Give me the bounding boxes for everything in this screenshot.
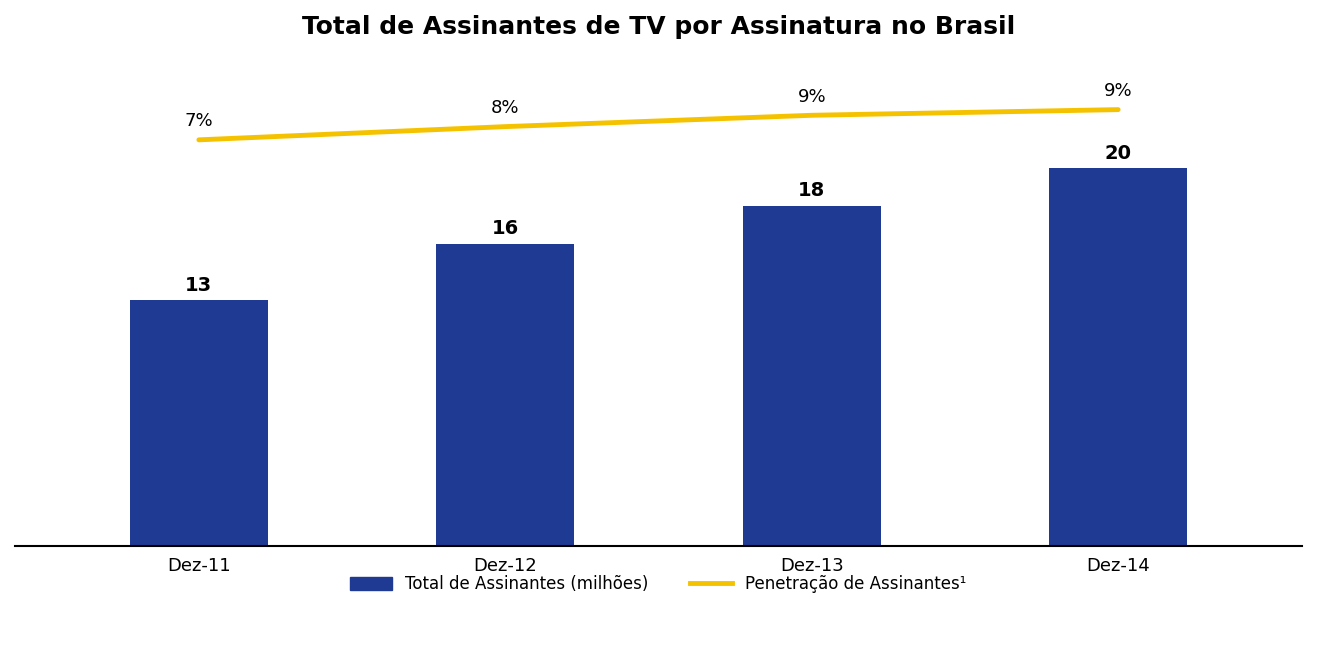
Title: Total de Assinantes de TV por Assinatura no Brasil: Total de Assinantes de TV por Assinatura… [302, 15, 1015, 39]
Bar [436, 243, 574, 546]
Text: 16: 16 [491, 219, 519, 238]
Text: 9%: 9% [797, 88, 826, 106]
Bar [130, 301, 267, 546]
Text: 7%: 7% [184, 113, 213, 130]
Bar [1050, 168, 1187, 546]
Bar [743, 206, 881, 546]
Legend: Total de Assinantes (milhões), Penetração de Assinantes¹: Total de Assinantes (milhões), Penetraçã… [342, 567, 975, 601]
Text: 8%: 8% [491, 99, 519, 117]
Text: 9%: 9% [1104, 82, 1133, 100]
Text: 20: 20 [1105, 143, 1131, 163]
Text: 13: 13 [186, 276, 212, 295]
Text: 18: 18 [798, 182, 826, 200]
